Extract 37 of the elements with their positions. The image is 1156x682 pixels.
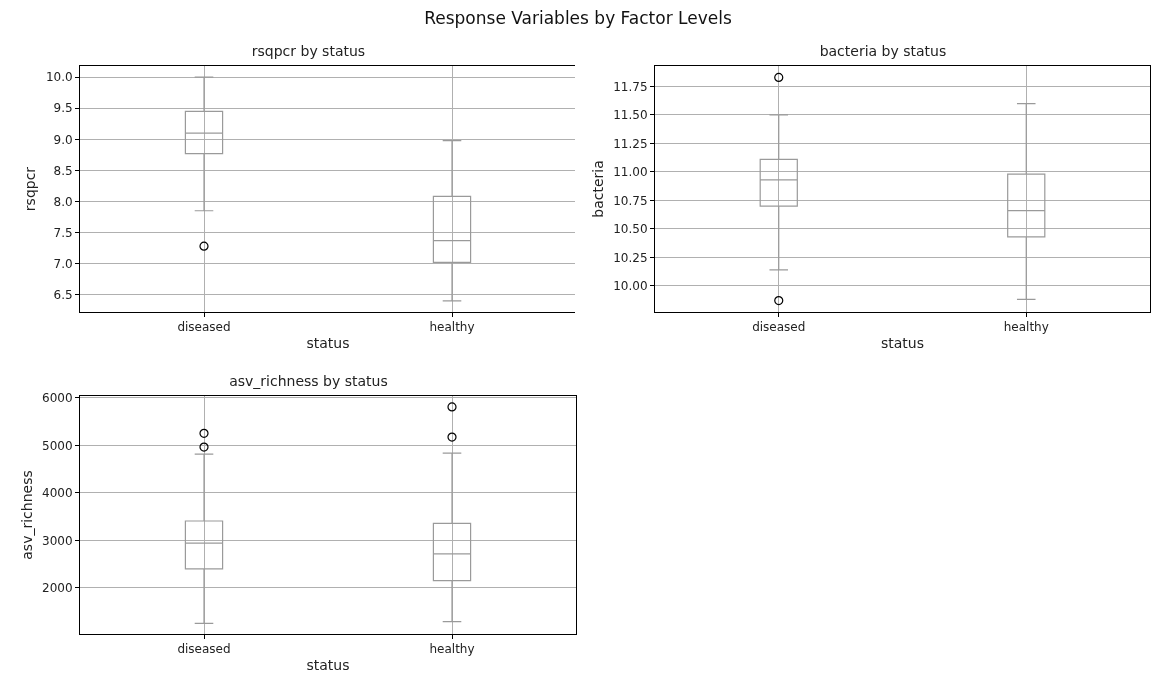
y-tick-label: 3000 [42, 533, 73, 548]
y-tick-label: 5000 [42, 438, 73, 453]
y-tick-label: 9.5 [53, 101, 73, 116]
y-tick-label: 10.0 [45, 70, 73, 85]
y-tick-label: 7.0 [53, 256, 73, 271]
x-axis-title: status [306, 334, 350, 351]
x-tick-label: healthy [429, 320, 475, 335]
y-tick-label: 7.5 [53, 225, 73, 240]
x-axis-title: status [880, 334, 925, 351]
y-axis-title: bacteria [589, 160, 606, 218]
y-tick-label: 8.0 [53, 194, 73, 209]
chart-title: rsqpcr by status [251, 42, 366, 59]
x-tick-label: diseased [177, 320, 231, 335]
y-tick-label: 6000 [42, 391, 73, 406]
y-tick-label: 9.0 [53, 132, 73, 147]
y-tick-label: 10.00 [613, 279, 648, 294]
y-tick-label: 10.25 [613, 250, 648, 265]
chart-title: asv_richness by status [229, 372, 388, 389]
y-tick-label: 6.5 [53, 287, 73, 302]
chart-title: bacteria by status [819, 42, 947, 59]
y-tick-label: 10.50 [613, 222, 648, 237]
x-tick-label: diseased [752, 320, 806, 335]
text: Response Variables by Factor Levels [423, 8, 733, 28]
x-tick-label: diseased [177, 642, 231, 657]
y-tick-label: 11.00 [613, 165, 648, 180]
x-tick-label: healthy [1003, 320, 1049, 335]
y-tick-label: 11.25 [613, 136, 648, 151]
x-axis-title: status [306, 656, 350, 673]
y-tick-label: 10.75 [613, 193, 648, 208]
y-tick-label: 11.50 [613, 108, 648, 123]
y-tick-label: 8.5 [53, 163, 73, 178]
y-tick-label: 2000 [42, 581, 73, 596]
y-tick-label: 11.75 [613, 79, 648, 94]
y-axis-title: asv_richness [18, 470, 35, 560]
y-axis-title: rsqpcr [22, 166, 39, 212]
y-tick-label: 4000 [42, 486, 73, 501]
x-tick-label: healthy [429, 642, 475, 657]
